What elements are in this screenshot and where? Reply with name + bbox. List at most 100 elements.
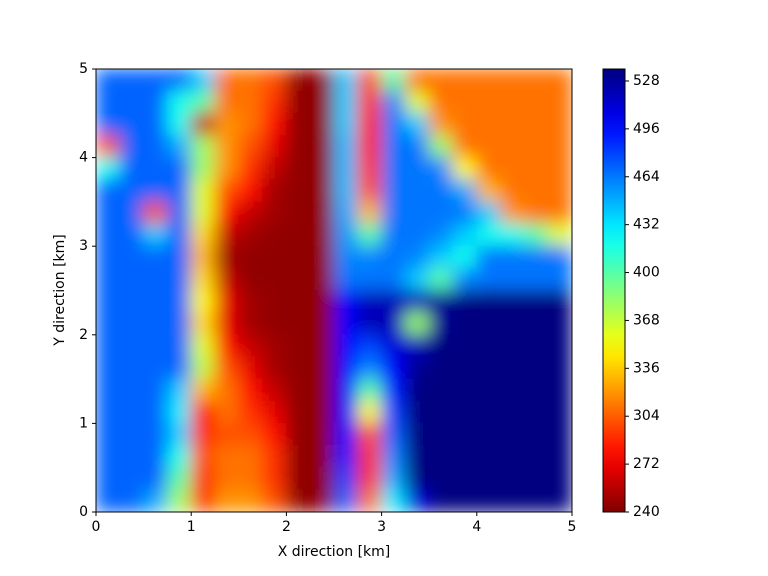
- heatmap-cell: [381, 223, 406, 247]
- heatmap-cell: [238, 334, 264, 358]
- heatmap-cell: [523, 356, 549, 380]
- heatmap-cell: [214, 267, 240, 291]
- heatmap-cell: [285, 90, 311, 114]
- heatmap-cell: [96, 400, 121, 424]
- heatmap-cell: [523, 267, 549, 291]
- heatmap-cell: [547, 422, 572, 447]
- heatmap-cell: [119, 356, 145, 380]
- heatmap-cell: [381, 467, 406, 491]
- heatmap-cell: [428, 422, 454, 447]
- heatmap-cell: [476, 112, 502, 136]
- y-axis-label: Y direction [km]: [52, 234, 68, 346]
- heatmap-cell: [190, 245, 216, 269]
- heatmap-cell: [262, 157, 287, 181]
- heatmap-cell: [238, 290, 264, 314]
- heatmap-cell: [381, 378, 406, 402]
- heatmap-cell: [523, 312, 549, 336]
- heatmap-cell: [428, 134, 454, 159]
- heatmap-cell: [119, 290, 145, 314]
- heatmap-cell: [523, 445, 549, 469]
- heatmap-cell: [309, 201, 335, 225]
- heatmap-cell: [143, 378, 168, 402]
- heatmap-cell: [381, 422, 406, 447]
- heatmap-cell: [404, 378, 430, 402]
- heatmap-cell: [476, 290, 502, 314]
- heatmap-cell: [357, 356, 383, 380]
- heatmap-cell: [381, 245, 406, 269]
- heatmap-cell: [143, 267, 168, 291]
- heatmap-cell: [143, 69, 168, 92]
- heatmap-cell: [404, 69, 430, 92]
- heatmap-cell: [262, 400, 287, 424]
- colorbar-tick-label: 336: [633, 360, 660, 376]
- heatmap-cell: [523, 69, 549, 92]
- heatmap-cell: [309, 112, 335, 136]
- heatmap-cell: [357, 245, 383, 269]
- heatmap-cell: [119, 312, 145, 336]
- heatmap-cell: [262, 69, 287, 92]
- heatmap-cell: [143, 223, 168, 247]
- heatmap-cell: [166, 422, 192, 447]
- heatmap-cell: [500, 201, 525, 225]
- heatmap-cell: [309, 157, 335, 181]
- heatmap-cell: [238, 134, 264, 159]
- heatmap-cell: [143, 157, 168, 181]
- heatmap-cell: [500, 356, 525, 380]
- heatmap-cell: [119, 467, 145, 491]
- heatmap-cell: [381, 134, 406, 159]
- heatmap-cell: [547, 312, 572, 336]
- heatmap-cell: [452, 489, 478, 512]
- x-axis-label: X direction [km]: [278, 544, 391, 560]
- heatmap-cell: [452, 334, 478, 358]
- heatmap-cell: [262, 445, 287, 469]
- heatmap-cell: [285, 157, 311, 181]
- heatmap-cell: [381, 489, 406, 512]
- heatmap-cell: [166, 378, 192, 402]
- heatmap-cell: [428, 69, 454, 92]
- heatmap-cell: [452, 90, 478, 114]
- heatmap-cell: [262, 467, 287, 491]
- heatmap-cell: [333, 157, 359, 181]
- y-tick-label: 1: [79, 415, 88, 431]
- y-tick-label: 3: [79, 238, 88, 254]
- heatmap-cell: [333, 445, 359, 469]
- heatmap-cell: [404, 334, 430, 358]
- heatmap-cell: [143, 489, 168, 512]
- heatmap-cell: [166, 267, 192, 291]
- heatmap-cell: [96, 467, 121, 491]
- heatmap-cell: [214, 290, 240, 314]
- heatmap-cell: [285, 201, 311, 225]
- heatmap-cell: [476, 179, 502, 203]
- heatmap-cell: [333, 179, 359, 203]
- heatmap-cell: [309, 356, 335, 380]
- heatmap-cell: [333, 69, 359, 92]
- heatmap-cell: [547, 467, 572, 491]
- heatmap-cell: [357, 267, 383, 291]
- heatmap-cell: [166, 69, 192, 92]
- heatmap-cell: [166, 157, 192, 181]
- heatmap-cell: [214, 69, 240, 92]
- x-tick-label: 4: [472, 519, 481, 535]
- heatmap-cell: [190, 378, 216, 402]
- heatmap-cell: [404, 112, 430, 136]
- heatmap-cell: [404, 400, 430, 424]
- heatmap-cell: [476, 134, 502, 159]
- y-tick-label: 5: [79, 61, 88, 77]
- heatmap-cell: [523, 334, 549, 358]
- colorbar-tick-label: 496: [633, 121, 660, 137]
- x-tick-label: 5: [568, 519, 577, 535]
- heatmap-cell: [500, 489, 525, 512]
- heatmap-cell: [238, 445, 264, 469]
- heatmap-cell: [381, 157, 406, 181]
- heatmap-cell: [333, 245, 359, 269]
- heatmap-cell: [309, 445, 335, 469]
- heatmap-cells: [96, 69, 572, 512]
- heatmap-cell: [190, 334, 216, 358]
- heatmap-cell: [333, 422, 359, 447]
- heatmap-cell: [166, 356, 192, 380]
- heatmap-cell: [452, 201, 478, 225]
- heatmap-cell: [214, 157, 240, 181]
- heatmap-cell: [547, 223, 572, 247]
- heatmap-cell: [381, 90, 406, 114]
- heatmap-cell: [428, 112, 454, 136]
